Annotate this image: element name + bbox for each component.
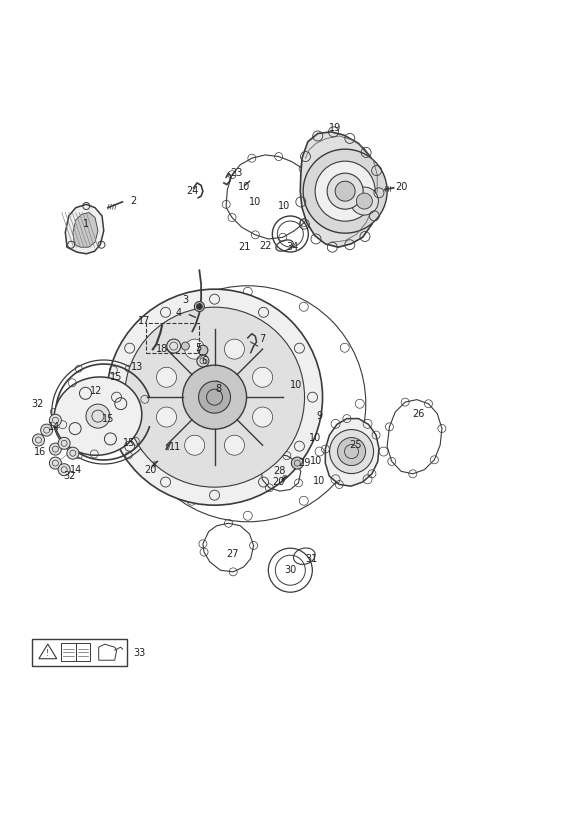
Circle shape — [50, 443, 61, 455]
Text: 16: 16 — [33, 447, 46, 456]
Circle shape — [181, 342, 189, 350]
Text: 10: 10 — [310, 456, 322, 466]
Text: 11: 11 — [168, 442, 181, 452]
Circle shape — [58, 464, 70, 475]
Text: 34: 34 — [286, 242, 299, 252]
Text: 27: 27 — [226, 549, 238, 559]
Text: 10: 10 — [313, 476, 326, 486]
Text: 24: 24 — [186, 186, 199, 196]
Text: 20: 20 — [395, 182, 408, 192]
Text: 10: 10 — [237, 182, 250, 192]
Text: 20: 20 — [144, 465, 157, 475]
Circle shape — [224, 339, 244, 359]
Text: 6: 6 — [201, 356, 207, 366]
Circle shape — [50, 414, 61, 426]
Circle shape — [224, 435, 244, 455]
Text: 23: 23 — [230, 168, 243, 178]
Bar — [61, 644, 76, 661]
Text: 32: 32 — [64, 471, 76, 481]
Text: 5: 5 — [195, 343, 201, 353]
Circle shape — [338, 438, 366, 466]
Circle shape — [198, 345, 208, 355]
Circle shape — [327, 173, 363, 209]
Polygon shape — [325, 419, 379, 486]
Circle shape — [356, 193, 373, 209]
Text: 19: 19 — [328, 123, 341, 133]
Circle shape — [252, 368, 273, 387]
Circle shape — [292, 457, 303, 469]
Text: 32: 32 — [31, 399, 44, 409]
Circle shape — [329, 429, 374, 474]
Text: 20: 20 — [272, 477, 285, 487]
Circle shape — [185, 435, 205, 455]
Circle shape — [107, 289, 322, 505]
Circle shape — [196, 303, 202, 310]
Text: 10: 10 — [290, 380, 303, 390]
Text: 18: 18 — [156, 344, 168, 353]
Text: 9: 9 — [317, 411, 322, 421]
Text: 29: 29 — [298, 458, 311, 468]
Text: 7: 7 — [259, 335, 265, 344]
Text: 1: 1 — [83, 219, 89, 229]
Text: 26: 26 — [412, 410, 425, 419]
Circle shape — [156, 407, 177, 427]
Text: 15: 15 — [101, 414, 114, 424]
Ellipse shape — [54, 377, 142, 456]
Bar — [210, 377, 230, 389]
Circle shape — [350, 187, 378, 215]
Text: 10: 10 — [249, 197, 262, 207]
Circle shape — [315, 162, 375, 221]
Circle shape — [194, 302, 205, 311]
Circle shape — [67, 447, 79, 459]
Polygon shape — [73, 213, 98, 247]
Text: 13: 13 — [131, 362, 143, 372]
Bar — [76, 644, 90, 661]
Circle shape — [125, 307, 304, 487]
Circle shape — [86, 404, 110, 428]
Circle shape — [185, 339, 205, 359]
Text: 2: 2 — [130, 196, 136, 206]
Circle shape — [303, 149, 387, 233]
Text: 15: 15 — [123, 438, 136, 448]
Bar — [32, 639, 127, 666]
Bar — [146, 323, 199, 353]
Text: 8: 8 — [216, 384, 222, 394]
Text: 30: 30 — [284, 565, 297, 575]
Circle shape — [335, 181, 355, 201]
Text: 10: 10 — [308, 433, 321, 443]
Circle shape — [156, 368, 177, 387]
Text: 14: 14 — [48, 422, 61, 432]
Text: 22: 22 — [259, 241, 272, 250]
Text: 17: 17 — [138, 316, 151, 326]
Circle shape — [41, 424, 52, 436]
Circle shape — [58, 438, 70, 449]
Text: !: ! — [46, 648, 50, 658]
Circle shape — [199, 382, 230, 413]
Text: 14: 14 — [69, 465, 82, 475]
Text: 21: 21 — [238, 242, 251, 252]
Polygon shape — [300, 132, 380, 247]
Text: 33: 33 — [134, 648, 146, 658]
Circle shape — [182, 365, 247, 429]
Text: 10: 10 — [278, 201, 291, 211]
Circle shape — [252, 407, 273, 427]
Text: 25: 25 — [349, 440, 362, 450]
Text: 12: 12 — [90, 386, 103, 396]
Text: 28: 28 — [273, 466, 286, 476]
Circle shape — [50, 457, 61, 469]
Text: 3: 3 — [182, 295, 188, 305]
Text: 31: 31 — [305, 554, 318, 564]
Text: 15: 15 — [110, 372, 123, 382]
Circle shape — [33, 434, 44, 446]
Polygon shape — [65, 204, 104, 254]
Text: 4: 4 — [176, 308, 182, 318]
